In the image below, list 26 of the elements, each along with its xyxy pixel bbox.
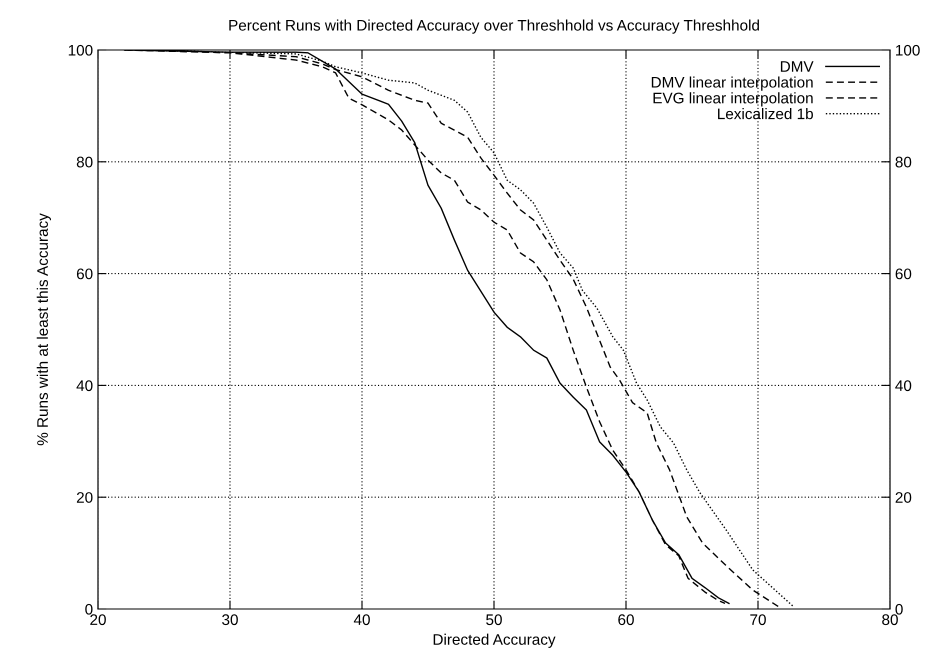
y2-tick-label: 0 [895,604,903,615]
y-tick-label: 40 [76,380,93,392]
y-tick-label: 100 [68,44,93,56]
x-tick-label: 60 [618,614,634,626]
x-tick-label: 40 [354,614,370,626]
x-tick-label: 50 [486,614,502,626]
x-tick-label: 70 [750,614,766,626]
legend-label: DMV linear interpolation [652,76,813,91]
y2-tick-label: 80 [896,156,912,168]
x-tick-label: 80 [882,614,898,626]
x-tick-label: 20 [90,614,106,626]
legend-label: EVG linear interpolation [654,92,813,106]
y2-tick-label: 40 [895,380,912,392]
y2-tick-label: 60 [896,268,912,280]
y2-tick-label: 100 [896,44,920,56]
chart-title: Percent Runs with Directed Accuracy over Threshhold vs Accuracy Threshhold [229,19,759,34]
y2-tick-label: 20 [896,492,912,503]
legend-label: Lexicalized 1b [718,108,813,120]
y-tick-label: 80 [76,156,93,168]
legend-label: DMV [780,61,814,72]
y-tick-label: 60 [76,268,93,280]
y-tick-label: 20 [76,492,93,503]
x-tick-label: 30 [222,614,238,626]
y-axis-title: % Runs with at least this Accuracy [36,213,51,446]
y-tick-label: 0 [85,604,93,615]
x-axis-title: Directed Accuracy [434,634,556,648]
